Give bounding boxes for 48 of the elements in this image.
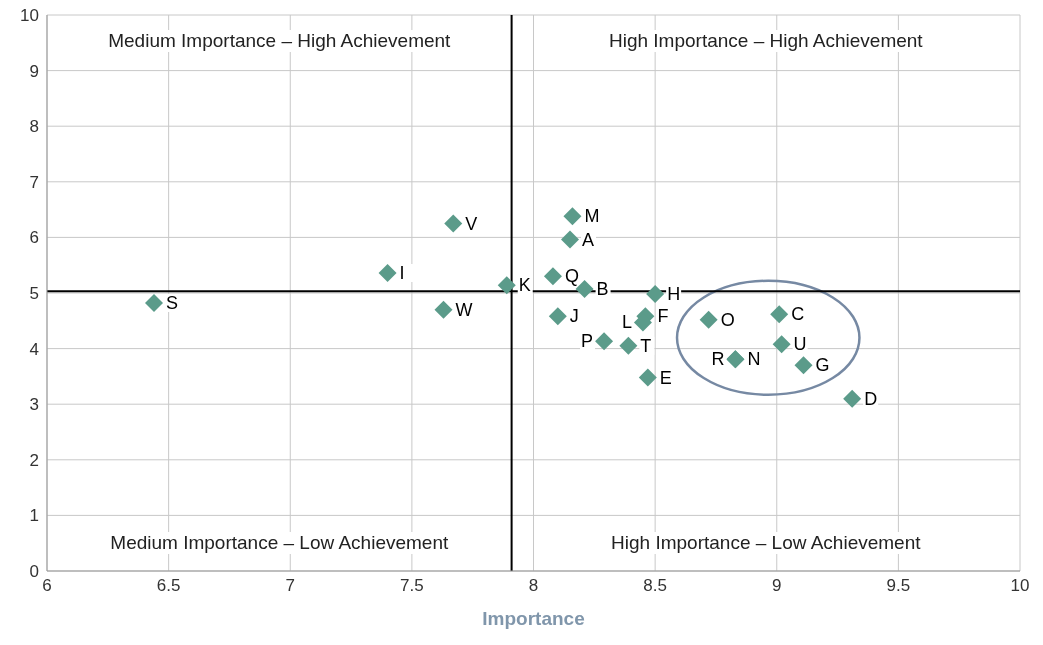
y-tick-label: 8 [29, 117, 39, 137]
y-tick-label: 7 [29, 172, 39, 192]
x-tick-label: 7 [285, 576, 295, 596]
y-tick-label: 1 [29, 506, 39, 526]
series-label: Q [564, 266, 579, 287]
y-tick-label: 6 [29, 228, 39, 248]
series-label: W [455, 299, 473, 320]
x-tick-label: 7.5 [400, 576, 424, 596]
x-tick-label: 6.5 [156, 576, 181, 596]
x-tick-label: 9.5 [886, 576, 911, 596]
annotation: Medium Importance – High Achievement [106, 30, 453, 52]
y-tick-label: 3 [29, 395, 39, 415]
series-label: O [720, 309, 735, 330]
y-tick-label: 4 [29, 339, 39, 359]
series-label: J [569, 306, 579, 327]
annotation: High Importance – High Achievement [606, 30, 925, 52]
y-tick-label: 2 [29, 450, 39, 470]
series-label: V [465, 213, 478, 234]
series-label: E [659, 367, 672, 388]
series-label: D [864, 388, 878, 409]
series-label: U [793, 334, 807, 355]
series-label: S [166, 293, 179, 314]
annotation: Medium Importance – Low Achievement [108, 532, 451, 554]
x-tick-label: 8 [528, 576, 539, 596]
series-label: A [581, 229, 594, 250]
annotation: High Importance – Low Achievement [609, 532, 923, 554]
x-tick-label: 6 [42, 576, 52, 596]
series-label: C [791, 304, 805, 325]
y-tick-label: 0 [29, 562, 39, 582]
series-label: H [667, 284, 681, 305]
series-label: G [815, 355, 830, 376]
x-tick-label: 10 [1010, 576, 1030, 596]
x-axis-title: Importance [482, 608, 585, 629]
series-label: L [621, 312, 632, 333]
x-tick-label: 9 [772, 576, 782, 596]
x-tick-label: 8.5 [643, 576, 667, 596]
series-label: N [747, 349, 761, 370]
series-label: T [640, 335, 652, 356]
y-tick-label: 5 [29, 284, 39, 304]
series-label: K [518, 275, 531, 296]
series-label: B [596, 279, 609, 300]
series-label: F [657, 306, 669, 327]
series-label: I [399, 262, 405, 283]
series-label: P [581, 331, 594, 352]
series-label: R [711, 349, 725, 370]
y-tick-label: 10 [20, 6, 39, 26]
series-label: M [584, 206, 600, 227]
y-tick-label: 9 [29, 61, 39, 81]
